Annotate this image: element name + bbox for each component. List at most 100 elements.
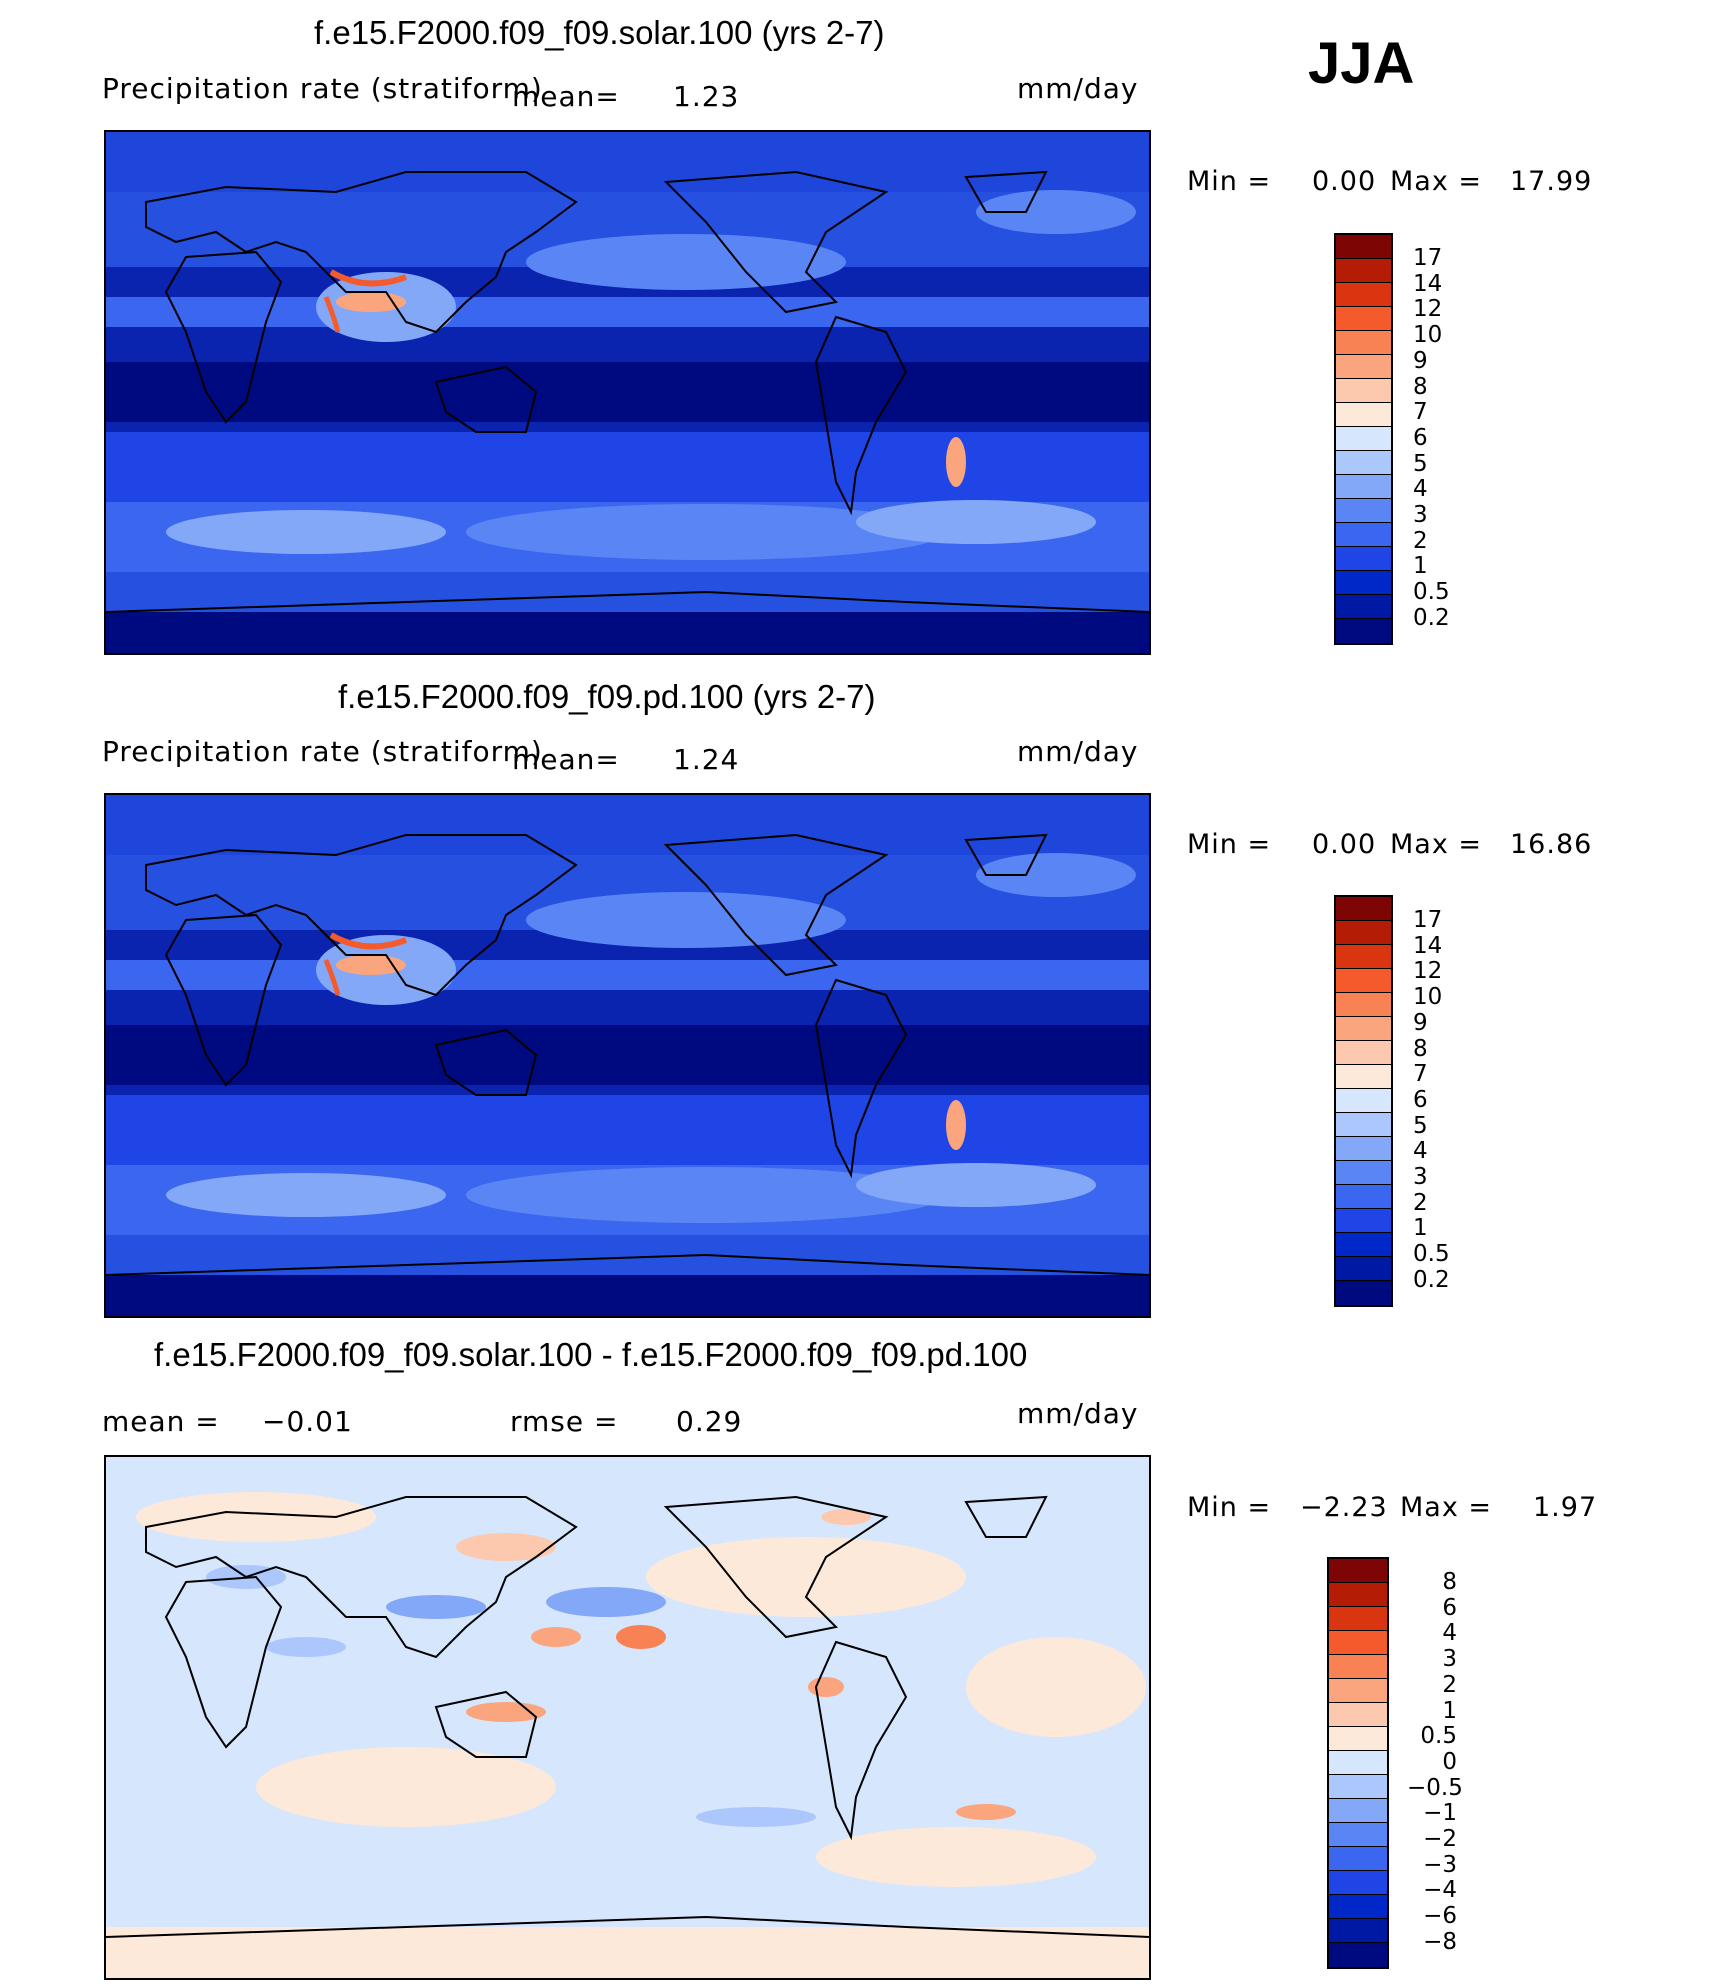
colorbar-swatch	[1336, 921, 1391, 945]
colorbar-swatch	[1329, 1871, 1387, 1895]
panel-1-field-name: Precipitation rate (stratiform)	[102, 72, 543, 105]
colorbar-swatch	[1336, 945, 1391, 969]
colorbar-tick-label: −6	[1423, 1903, 1457, 1930]
colorbar-swatch	[1336, 475, 1391, 499]
colorbar-tick-label: 17	[1413, 245, 1443, 271]
panel-1-units: mm/day	[1017, 72, 1139, 105]
colorbar-swatch	[1336, 1281, 1391, 1305]
colorbar-swatch	[1336, 1137, 1391, 1161]
colorbar-tick-label: 12	[1413, 296, 1443, 323]
panel-3-title: f.e15.F2000.f09_f09.solar.100 - f.e15.F2…	[154, 1336, 1028, 1373]
colorbar-tick-label: 4	[1413, 476, 1428, 503]
colorbar-tick-label: 5	[1413, 450, 1428, 477]
colorbar-swatch	[1336, 595, 1391, 619]
colorbar-tick-label: 4	[1442, 1620, 1457, 1647]
colorbar-swatch	[1329, 1631, 1387, 1655]
panel-1-title: f.e15.F2000.f09_f09.solar.100 (yrs 2-7)	[314, 14, 885, 51]
colorbar-swatch	[1329, 1655, 1387, 1679]
panel-2-precipitation-map	[104, 793, 1151, 1318]
colorbar-swatch	[1329, 1679, 1387, 1703]
colorbar-swatch	[1336, 547, 1391, 571]
colorbar-tick-label: 6	[1413, 1086, 1428, 1113]
colorbar-tick-label: −1	[1423, 1800, 1457, 1827]
colorbar-tick-label: 4	[1413, 1138, 1428, 1165]
colorbar-swatch	[1336, 427, 1391, 451]
colorbar-tick-label: −8	[1423, 1928, 1457, 1955]
colorbar-tick-label: 0.5	[1413, 1241, 1450, 1268]
panel-1-colorbar	[1334, 233, 1393, 645]
colorbar-swatch	[1336, 1065, 1391, 1089]
colorbar-swatch	[1336, 1233, 1391, 1257]
colorbar-swatch	[1336, 1185, 1391, 1209]
colorbar-tick-label: 2	[1442, 1671, 1457, 1698]
panel-2-mean-label: mean=	[512, 743, 620, 776]
panel-2-field-name: Precipitation rate (stratiform)	[102, 735, 543, 768]
colorbar-swatch	[1336, 571, 1391, 595]
colorbar-tick-label: 3	[1442, 1646, 1457, 1673]
panel-3-difference-map	[104, 1455, 1151, 1980]
colorbar-swatch	[1329, 1703, 1387, 1727]
panel-2-min-label: Min =	[1187, 829, 1272, 860]
colorbar-tick-label: 7	[1413, 399, 1428, 426]
colorbar-tick-label: 10	[1413, 984, 1443, 1011]
colorbar-swatch	[1329, 1847, 1387, 1871]
panel-2-colorbar-ticks: 17 14 12 10 9 8 7 6 5 4 3 2 1 0.5 0.2	[1413, 907, 1450, 1294]
panel-3-rmse-label: rmse =	[510, 1405, 619, 1438]
colorbar-swatch	[1329, 1751, 1387, 1775]
colorbar-tick-label: 1	[1413, 553, 1428, 580]
panel-1-max-label: Max =	[1390, 166, 1483, 197]
colorbar-swatch	[1329, 1607, 1387, 1631]
colorbar-tick-label: 8	[1413, 1035, 1428, 1062]
colorbar-tick-label: 10	[1413, 322, 1443, 349]
colorbar-swatch	[1329, 1943, 1387, 1967]
panel-3-mean-label: mean =	[102, 1405, 220, 1438]
colorbar-swatch	[1336, 355, 1391, 379]
colorbar-swatch	[1329, 1895, 1387, 1919]
colorbar-swatch	[1329, 1559, 1387, 1583]
panel-1-colorbar-ticks: 17 14 12 10 9 8 7 6 5 4 3 2 1 0.5 0.2	[1413, 245, 1450, 632]
panel-3-colorbar	[1327, 1557, 1389, 1969]
colorbar-swatch	[1329, 1583, 1387, 1607]
panel-3-max-label: Max =	[1400, 1492, 1493, 1523]
panel-1-mean-value: 1.23	[673, 80, 740, 113]
colorbar-swatch	[1336, 897, 1391, 921]
colorbar-swatch	[1329, 1799, 1387, 1823]
panel-3-units: mm/day	[1017, 1397, 1139, 1430]
panel-3-min-value: −2.23	[1300, 1492, 1388, 1523]
panel-2-max-label: Max =	[1390, 829, 1483, 860]
panel-1-max-value: 17.99	[1510, 166, 1593, 197]
panel-2-max-value: 16.86	[1510, 829, 1593, 860]
colorbar-tick-label: 3	[1413, 1164, 1428, 1191]
colorbar-swatch	[1329, 1823, 1387, 1847]
season-label: JJA	[1308, 31, 1415, 96]
colorbar-swatch	[1336, 259, 1391, 283]
colorbar-tick-label: 1	[1442, 1697, 1457, 1724]
colorbar-tick-label: 12	[1413, 958, 1443, 985]
colorbar-tick-label: −4	[1423, 1877, 1457, 1904]
colorbar-tick-label: 2	[1413, 1189, 1428, 1216]
colorbar-tick-label: 6	[1442, 1594, 1457, 1621]
panel-2-units: mm/day	[1017, 735, 1139, 768]
colorbar-swatch	[1336, 993, 1391, 1017]
colorbar-tick-label: 7	[1413, 1061, 1428, 1088]
colorbar-tick-label: 17	[1413, 907, 1443, 933]
colorbar-tick-label: 1	[1413, 1215, 1428, 1242]
panel-2-mean-value: 1.24	[673, 743, 740, 776]
colorbar-tick-label: −0.5	[1407, 1774, 1463, 1801]
panel-3-colorbar-ticks: 8 6 4 3 2 1 0.5 0 −0.5 −1 −2 −3 −4 −6 −8	[1407, 1569, 1463, 1956]
colorbar-tick-label: 0.2	[1413, 604, 1450, 631]
colorbar-tick-label: 5	[1413, 1112, 1428, 1139]
colorbar-swatch	[1336, 235, 1391, 259]
colorbar-tick-label: −3	[1423, 1851, 1457, 1878]
colorbar-tick-label: 14	[1413, 270, 1443, 297]
colorbar-tick-label: 0.2	[1413, 1266, 1450, 1293]
colorbar-tick-label: 8	[1442, 1569, 1457, 1595]
colorbar-tick-label: 14	[1413, 932, 1443, 959]
panel-2-colorbar	[1334, 895, 1393, 1307]
colorbar-tick-label: 3	[1413, 502, 1428, 529]
colorbar-tick-label: 6	[1413, 424, 1428, 451]
colorbar-tick-label: −2	[1423, 1826, 1457, 1853]
colorbar-swatch	[1329, 1775, 1387, 1799]
panel-1-precipitation-map	[104, 130, 1151, 655]
colorbar-swatch	[1336, 1017, 1391, 1041]
